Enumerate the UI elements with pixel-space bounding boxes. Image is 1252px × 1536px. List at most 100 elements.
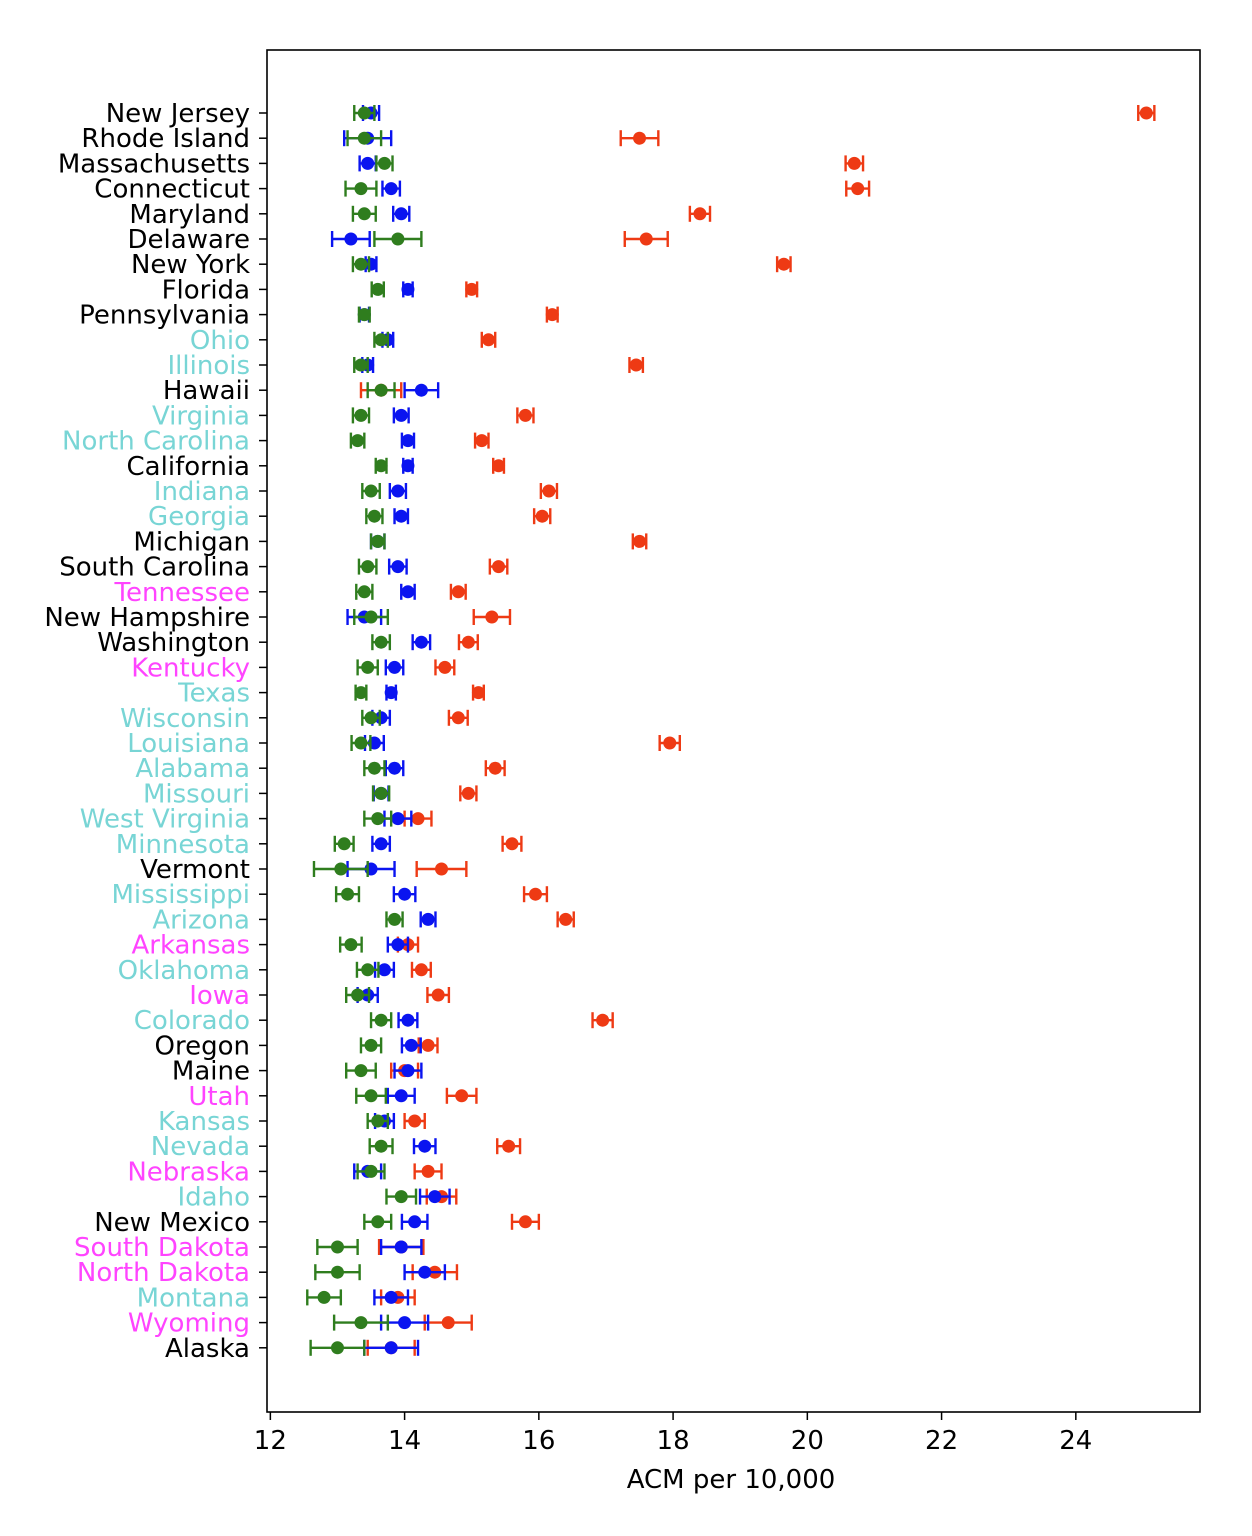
red-point (438, 660, 452, 674)
red-point (482, 333, 496, 347)
green-errorbar (374, 457, 388, 474)
red-point (451, 711, 465, 725)
blue-point (344, 232, 358, 246)
green-errorbar (371, 634, 392, 651)
green-point (367, 761, 381, 775)
red-errorbar (457, 634, 479, 651)
y-tick-label: Nebraska (127, 1157, 250, 1187)
blue-errorbar (386, 936, 410, 953)
red-point (559, 912, 573, 926)
green-point (371, 1215, 385, 1229)
green-errorbar (355, 961, 380, 978)
blue-point (401, 1013, 415, 1027)
y-tick-label: South Carolina (59, 553, 250, 583)
blue-point (391, 484, 405, 498)
green-point (388, 912, 402, 926)
green-errorbar (351, 256, 371, 273)
red-point (421, 1038, 435, 1052)
green-errorbar (359, 1037, 383, 1054)
blue-point (388, 660, 402, 674)
green-point (374, 383, 388, 397)
red-errorbar (522, 886, 549, 903)
blue-errorbar (401, 457, 415, 474)
green-point (374, 786, 388, 800)
blue-point (391, 812, 405, 826)
y-tick-label: Arizona (152, 905, 250, 935)
blue-point (401, 585, 415, 599)
blue-errorbar (384, 659, 405, 676)
red-point (505, 837, 519, 851)
blue-point (418, 1265, 432, 1279)
x-tick-label: 22 (925, 1426, 958, 1456)
blue-errorbar (392, 886, 417, 903)
red-point (471, 686, 485, 700)
red-point (528, 887, 542, 901)
green-point (354, 358, 368, 372)
green-point (361, 660, 375, 674)
blue-point (394, 408, 408, 422)
green-errorbar (373, 231, 423, 247)
green-point (357, 131, 371, 145)
red-errorbar (845, 180, 871, 197)
blue-point (374, 711, 388, 725)
green-errorbar (333, 835, 355, 852)
red-point (847, 156, 861, 170)
green-point (337, 837, 351, 851)
red-errorbar (410, 961, 432, 978)
blue-point (414, 635, 428, 649)
blue-point (401, 459, 415, 473)
blue-errorbar (386, 1087, 416, 1104)
green-point (357, 106, 371, 120)
green-point (391, 232, 405, 246)
red-point (693, 207, 707, 221)
y-tick-label: Pennsylvania (79, 301, 250, 331)
red-point (535, 509, 549, 523)
red-point (488, 761, 502, 775)
blue-errorbar (387, 558, 408, 575)
blue-errorbar (400, 1213, 429, 1230)
blue-point (414, 383, 428, 397)
red-errorbar (496, 1138, 522, 1155)
green-point (374, 1139, 388, 1153)
red-errorbar (591, 1012, 614, 1029)
red-errorbar (688, 205, 712, 222)
green-point (344, 938, 358, 952)
green-point (354, 257, 368, 271)
red-errorbar (426, 987, 451, 1003)
x-tick-label: 12 (254, 1426, 287, 1456)
x-axis: 12 14 16 18 20 22 24 (254, 1412, 1092, 1456)
y-tick-label: Washington (97, 628, 250, 658)
green-errorbar (361, 483, 381, 499)
green-errorbar (385, 911, 404, 928)
y-tick-label: Maine (172, 1057, 250, 1087)
green-errorbar (334, 886, 361, 903)
green-errorbar (366, 382, 396, 399)
y-tick-label: Florida (162, 275, 250, 305)
y-tick-label: Virginia (152, 401, 250, 431)
green-point (361, 560, 375, 574)
blue-errorbar (400, 583, 416, 600)
green-errorbar (332, 1314, 390, 1331)
red-errorbar (484, 760, 506, 777)
blue-point (391, 560, 405, 574)
red-errorbar (539, 483, 559, 499)
y-tick-label: Colorado (134, 1006, 250, 1036)
green-errorbar (369, 533, 386, 550)
red-errorbar (465, 281, 479, 298)
blue-point (421, 912, 435, 926)
green-point (377, 156, 391, 170)
blue-point (408, 1215, 422, 1229)
green-errorbar (338, 936, 363, 953)
green-point (371, 282, 385, 296)
green-errorbar (354, 684, 368, 701)
green-point (354, 686, 368, 700)
green-errorbar (357, 306, 371, 323)
green-errorbar (345, 1062, 377, 1079)
red-errorbar (492, 457, 506, 474)
y-tick-label: Montana (137, 1283, 250, 1313)
red-errorbar (434, 659, 456, 676)
green-errorbar (375, 155, 394, 172)
y-tick-label: North Dakota (77, 1258, 250, 1288)
green-point (334, 862, 348, 876)
x-tick-label: 20 (791, 1426, 824, 1456)
